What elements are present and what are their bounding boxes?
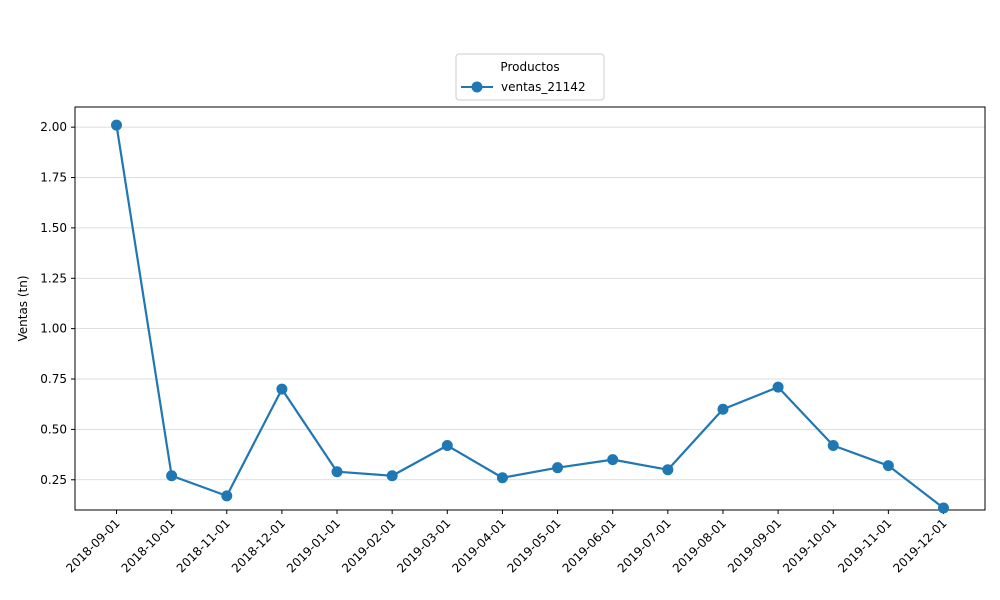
y-tick-label: 1.75 (40, 171, 67, 185)
y-tick-label: 1.50 (40, 221, 67, 235)
legend-marker-swatch (471, 81, 483, 93)
data-point (331, 466, 343, 478)
x-tick-label: 2019-08-01 (670, 516, 729, 575)
y-axis-label: Ventas (tn) (16, 275, 30, 341)
y-tick-label: 0.50 (40, 422, 67, 436)
series-layer (111, 119, 949, 514)
x-tick-label: 2019-02-01 (339, 516, 398, 575)
x-tick-label: 2018-10-01 (119, 516, 178, 575)
gridlines (75, 126, 985, 481)
data-point (827, 440, 839, 452)
y-axis: 0.25 0.50 0.75 1.00 1.25 1.50 1.75 2.00 (40, 120, 75, 487)
data-point (276, 383, 288, 395)
data-point (111, 119, 122, 131)
legend-box (455, 53, 605, 101)
data-point (607, 454, 619, 466)
x-tick-label: 2019-10-01 (780, 516, 839, 575)
data-point (938, 502, 949, 514)
x-tick-label: 2019-09-01 (725, 516, 784, 575)
x-tick-label: 2018-12-01 (229, 516, 288, 575)
legend: Productos ventas_21142 (455, 53, 605, 101)
y-tick-label: 1.25 (40, 271, 67, 285)
data-point (166, 470, 178, 482)
data-point (662, 464, 674, 476)
data-point (552, 462, 564, 474)
x-tick-label: 2019-11-01 (835, 516, 894, 575)
x-axis: 2018-09-012018-10-012018-11-012018-12-01… (63, 510, 950, 575)
x-tick-label: 2019-01-01 (284, 516, 343, 575)
series-line (115, 124, 945, 509)
x-tick-label: 2019-04-01 (449, 516, 508, 575)
data-point (882, 460, 894, 472)
legend-title: Productos (500, 60, 559, 74)
data-point (221, 490, 233, 502)
x-tick-label: 2018-11-01 (174, 516, 233, 575)
plot-area (74, 106, 986, 511)
x-tick-label: 2018-09-01 (63, 516, 122, 575)
x-tick-label: 2019-07-01 (615, 516, 674, 575)
x-tick-label: 2019-03-01 (394, 516, 453, 575)
data-point (441, 440, 453, 452)
x-tick-label: 2019-05-01 (504, 516, 563, 575)
y-tick-label: 1.00 (40, 322, 67, 336)
x-tick-label: 2019-12-01 (890, 516, 949, 575)
data-point (772, 381, 784, 393)
y-tick-label: 0.75 (40, 372, 67, 386)
y-tick-label: 2.00 (40, 120, 67, 134)
y-tick-label: 0.25 (40, 473, 67, 487)
legend-entry-label: ventas_21142 (501, 80, 586, 94)
data-point (717, 403, 729, 415)
data-point (386, 470, 398, 482)
data-point (496, 472, 508, 484)
x-tick-label: 2019-06-01 (560, 516, 619, 575)
